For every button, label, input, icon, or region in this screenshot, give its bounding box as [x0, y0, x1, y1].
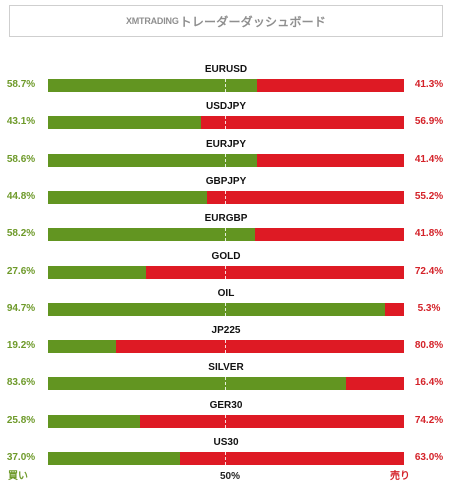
buy-percent: 58.2% — [6, 228, 36, 239]
buy-percent: 37.0% — [6, 452, 36, 463]
sell-fill — [256, 79, 404, 92]
sell-percent: 72.4% — [414, 266, 444, 277]
buy-percent: 58.7% — [6, 79, 36, 90]
sell-percent: 56.9% — [414, 116, 444, 127]
buy-percent: 27.6% — [6, 266, 36, 277]
sentiment-bar — [48, 266, 404, 279]
pair-label: USDJPY — [205, 101, 246, 112]
sentiment-row: OIL 94.7% 5.3% — [0, 288, 450, 326]
sentiment-row: EURGBP 58.2% 41.8% — [0, 213, 450, 251]
pair-label: GBPJPY — [205, 176, 247, 187]
buy-percent: 83.6% — [6, 377, 36, 388]
midpoint-marker — [225, 266, 226, 279]
sell-percent: 63.0% — [414, 452, 444, 463]
dashboard-title: トレーダーダッシュボード — [179, 14, 327, 29]
sell-legend-label: 売り — [390, 471, 410, 482]
sell-percent: 41.3% — [414, 79, 444, 90]
buy-percent: 58.6% — [6, 154, 36, 165]
sentiment-bar — [48, 415, 404, 428]
brand-logo: XMTRADING — [125, 16, 179, 26]
sentiment-bar — [48, 116, 404, 129]
sell-fill — [116, 340, 404, 353]
sentiment-bar — [48, 303, 404, 316]
midpoint-marker — [225, 452, 226, 465]
buy-fill — [48, 266, 147, 279]
sentiment-row: EURJPY 58.6% 41.4% — [0, 139, 450, 177]
sentiment-bar — [48, 452, 404, 465]
pair-label: OIL — [217, 288, 235, 299]
midpoint-marker — [225, 191, 226, 204]
pair-label: EURGBP — [204, 213, 248, 224]
buy-percent: 43.1% — [6, 116, 36, 127]
sell-fill — [201, 116, 404, 129]
sentiment-row: GER30 25.8% 74.2% — [0, 400, 450, 438]
sell-fill — [146, 266, 404, 279]
sentiment-row: EURUSD 58.7% 41.3% — [0, 64, 450, 102]
dashboard-header: XMTRADING トレーダーダッシュボード — [9, 5, 443, 37]
pair-label: GER30 — [209, 400, 243, 411]
midpoint-marker — [225, 377, 226, 390]
midpoint-marker — [225, 79, 226, 92]
sentiment-row: US30 37.0% 63.0% — [0, 437, 450, 475]
sell-fill — [385, 303, 404, 316]
buy-fill — [48, 154, 257, 167]
sell-fill — [207, 191, 404, 204]
midpoint-marker — [225, 303, 226, 316]
midpoint-marker — [225, 154, 226, 167]
buy-fill — [48, 116, 202, 129]
midpoint-marker — [225, 415, 226, 428]
buy-percent: 94.7% — [6, 303, 36, 314]
sentiment-row: GOLD 27.6% 72.4% — [0, 251, 450, 289]
buy-percent: 19.2% — [6, 340, 36, 351]
buy-fill — [48, 415, 140, 428]
sentiment-row: JP225 19.2% 80.8% — [0, 325, 450, 363]
sell-fill — [255, 228, 404, 241]
sell-percent: 41.8% — [414, 228, 444, 239]
buy-fill — [48, 340, 117, 353]
pair-label: US30 — [213, 437, 239, 448]
buy-fill — [48, 377, 346, 390]
sell-percent: 74.2% — [414, 415, 444, 426]
buy-fill — [48, 303, 386, 316]
midpoint-marker — [225, 340, 226, 353]
sell-percent: 41.4% — [414, 154, 444, 165]
sell-fill — [256, 154, 404, 167]
midpoint-marker — [225, 116, 226, 129]
pair-label: EURUSD — [204, 64, 248, 75]
buy-fill — [48, 79, 257, 92]
sell-fill — [139, 415, 404, 428]
midpoint-label: 50% — [219, 471, 240, 482]
sell-percent: 5.3% — [417, 303, 441, 314]
buy-fill — [48, 228, 256, 241]
pair-label: EURJPY — [205, 139, 246, 150]
buy-fill — [48, 191, 208, 204]
sell-percent: 16.4% — [414, 377, 444, 388]
buy-percent: 44.8% — [6, 191, 36, 202]
pair-label: SILVER — [208, 362, 244, 373]
sentiment-row: SILVER 83.6% 16.4% — [0, 362, 450, 400]
sentiment-bar — [48, 79, 404, 92]
sentiment-bar — [48, 340, 404, 353]
buy-legend-label: 買い — [8, 471, 28, 482]
buy-fill — [48, 452, 180, 465]
pair-label: GOLD — [211, 251, 241, 262]
sentiment-bar — [48, 228, 404, 241]
sell-percent: 80.8% — [414, 340, 444, 351]
pair-label: JP225 — [211, 325, 241, 336]
midpoint-marker — [225, 228, 226, 241]
sentiment-row: GBPJPY 44.8% 55.2% — [0, 176, 450, 214]
sentiment-bar — [48, 154, 404, 167]
sentiment-bar — [48, 191, 404, 204]
sell-fill — [179, 452, 404, 465]
buy-percent: 25.8% — [6, 415, 36, 426]
sell-percent: 55.2% — [414, 191, 444, 202]
sentiment-row: USDJPY 43.1% 56.9% — [0, 101, 450, 139]
sentiment-bar — [48, 377, 404, 390]
sell-fill — [345, 377, 404, 390]
